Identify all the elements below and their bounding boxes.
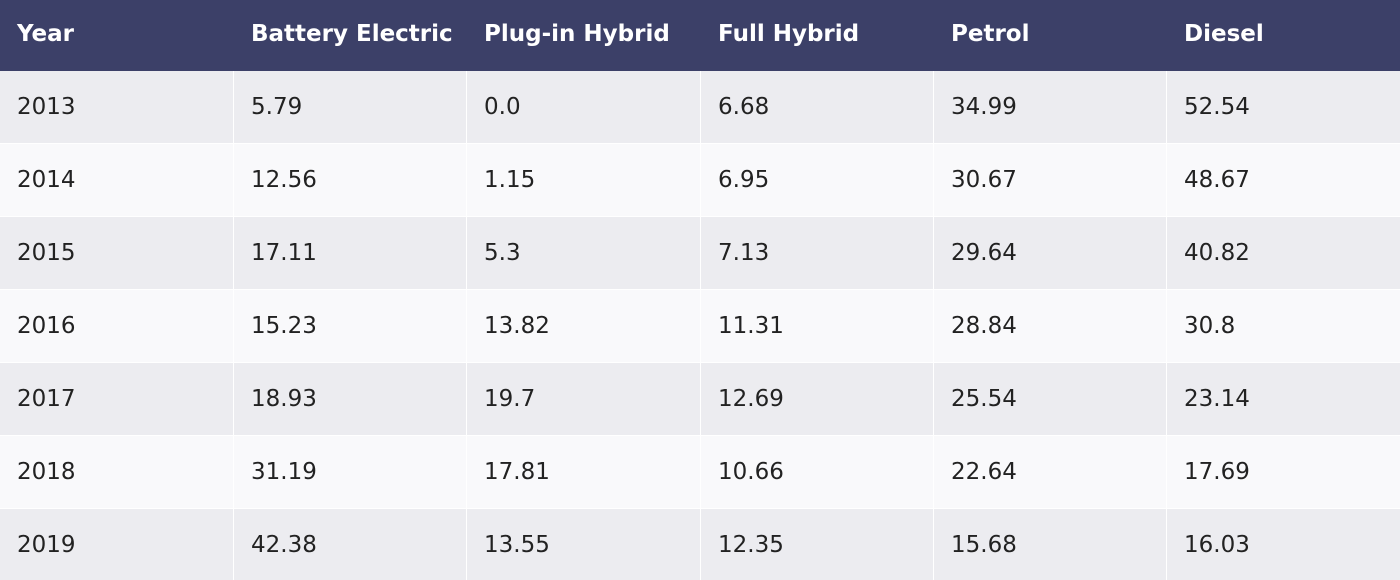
table-cell-plug-in-hybrid: 0.0 (467, 71, 701, 144)
table-header-row: Year Battery Electric Plug-in Hybrid Ful… (0, 0, 1400, 71)
table-cell-year: 2014 (0, 144, 234, 217)
table-cell-battery-electric: 17.11 (234, 217, 467, 290)
table-row: 2014 12.56 1.15 6.95 30.67 48.67 (0, 144, 1400, 217)
table-cell-petrol: 22.64 (934, 436, 1167, 509)
table-cell-plug-in-hybrid: 1.15 (467, 144, 701, 217)
table-cell-diesel: 17.69 (1167, 436, 1400, 509)
table-cell-battery-electric: 5.79 (234, 71, 467, 144)
table-cell-battery-electric: 31.19 (234, 436, 467, 509)
table-row: 2013 5.79 0.0 6.68 34.99 52.54 (0, 71, 1400, 144)
table-cell-plug-in-hybrid: 17.81 (467, 436, 701, 509)
table-cell-year: 2016 (0, 290, 234, 363)
table-cell-battery-electric: 12.56 (234, 144, 467, 217)
table-cell-year: 2013 (0, 71, 234, 144)
table-row: 2015 17.11 5.3 7.13 29.64 40.82 (0, 217, 1400, 290)
table-cell-diesel: 52.54 (1167, 71, 1400, 144)
table-cell-petrol: 25.54 (934, 363, 1167, 436)
table-cell-full-hybrid: 12.35 (701, 509, 934, 580)
table-cell-petrol: 34.99 (934, 71, 1167, 144)
table-cell-year: 2015 (0, 217, 234, 290)
table-cell-plug-in-hybrid: 13.55 (467, 509, 701, 580)
table-cell-plug-in-hybrid: 13.82 (467, 290, 701, 363)
table-cell-diesel: 30.8 (1167, 290, 1400, 363)
table-cell-full-hybrid: 7.13 (701, 217, 934, 290)
table-cell-plug-in-hybrid: 19.7 (467, 363, 701, 436)
table-cell-petrol: 15.68 (934, 509, 1167, 580)
table-cell-petrol: 29.64 (934, 217, 1167, 290)
table-cell-full-hybrid: 6.95 (701, 144, 934, 217)
table-row: 2018 31.19 17.81 10.66 22.64 17.69 (0, 436, 1400, 509)
table-cell-full-hybrid: 12.69 (701, 363, 934, 436)
table-cell-year: 2018 (0, 436, 234, 509)
table-row: 2016 15.23 13.82 11.31 28.84 30.8 (0, 290, 1400, 363)
table-cell-plug-in-hybrid: 5.3 (467, 217, 701, 290)
column-header-diesel: Diesel (1167, 0, 1400, 71)
table-cell-diesel: 16.03 (1167, 509, 1400, 580)
table-cell-diesel: 48.67 (1167, 144, 1400, 217)
column-header-petrol: Petrol (934, 0, 1167, 71)
table-cell-diesel: 40.82 (1167, 217, 1400, 290)
table-cell-year: 2017 (0, 363, 234, 436)
table-cell-petrol: 30.67 (934, 144, 1167, 217)
table-cell-full-hybrid: 6.68 (701, 71, 934, 144)
table-cell-year: 2019 (0, 509, 234, 580)
table-row: 2019 42.38 13.55 12.35 15.68 16.03 (0, 509, 1400, 580)
table-cell-battery-electric: 42.38 (234, 509, 467, 580)
table-cell-full-hybrid: 10.66 (701, 436, 934, 509)
column-header-year: Year (0, 0, 234, 71)
table-cell-diesel: 23.14 (1167, 363, 1400, 436)
column-header-plug-in-hybrid: Plug-in Hybrid (467, 0, 701, 71)
table-row: 2017 18.93 19.7 12.69 25.54 23.14 (0, 363, 1400, 436)
table-cell-battery-electric: 15.23 (234, 290, 467, 363)
table-cell-petrol: 28.84 (934, 290, 1167, 363)
table-cell-battery-electric: 18.93 (234, 363, 467, 436)
table-cell-full-hybrid: 11.31 (701, 290, 934, 363)
column-header-full-hybrid: Full Hybrid (701, 0, 934, 71)
column-header-battery-electric: Battery Electric (234, 0, 467, 71)
